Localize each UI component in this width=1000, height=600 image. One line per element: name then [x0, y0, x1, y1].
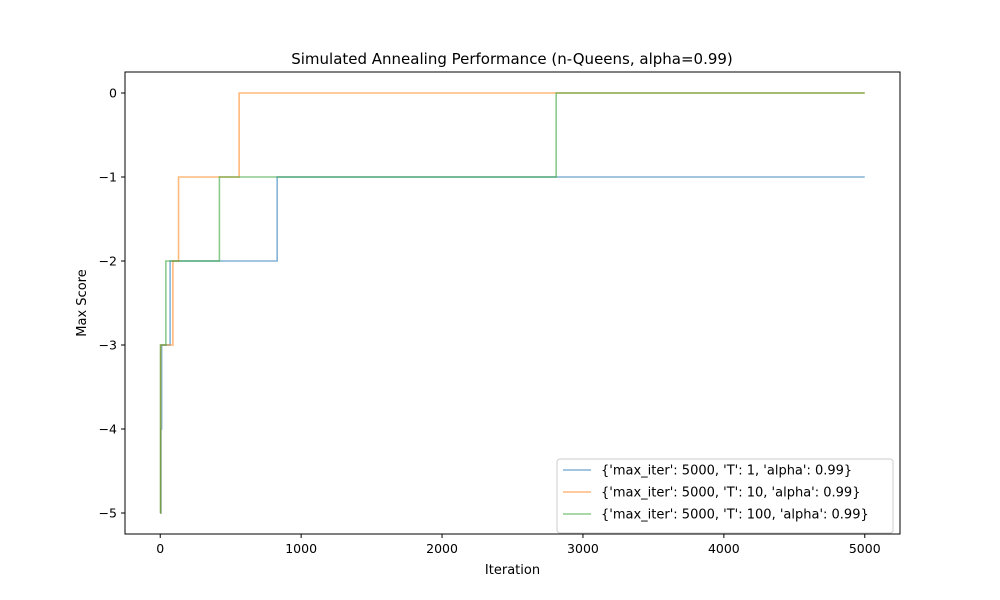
x-tick-label: 2000	[426, 541, 458, 556]
y-tick-label: −5	[99, 506, 117, 521]
legend: {'max_iter': 5000, 'T': 1, 'alpha': 0.99…	[556, 458, 894, 534]
x-tick-label: 5000	[849, 541, 881, 556]
y-tick-label: −3	[99, 338, 117, 353]
x-axis-label: Iteration	[485, 563, 540, 578]
legend-entry: {'max_iter': 5000, 'T': 100, 'alpha': 0.…	[601, 508, 869, 523]
legend-box	[556, 458, 894, 534]
legend-entry: {'max_iter': 5000, 'T': 1, 'alpha': 0.99…	[601, 464, 852, 479]
x-tick-label: 3000	[567, 541, 599, 556]
axes-frame	[124, 71, 901, 535]
legend-entry: {'max_iter': 5000, 'T': 10, 'alpha': 0.9…	[601, 486, 860, 501]
y-tick-label: 0	[109, 86, 117, 101]
chart-title: Simulated Annealing Performance (n-Queen…	[291, 50, 733, 68]
series-line-1	[159, 92, 865, 514]
y-tick-label: −4	[99, 422, 117, 437]
x-tick-label: 1000	[285, 541, 317, 556]
plot-area	[159, 92, 865, 514]
y-tick-label: −2	[99, 254, 117, 269]
axis-ticks: 0 1000 2000 3000 4000 5000 0 −1 −2 −3 −4 −5	[99, 86, 881, 557]
series-line-2	[159, 92, 865, 514]
y-axis-label: Max Score	[75, 269, 90, 336]
x-tick-label: 0	[156, 541, 164, 556]
y-tick-label: −1	[99, 170, 117, 185]
x-tick-label: 4000	[708, 541, 740, 556]
